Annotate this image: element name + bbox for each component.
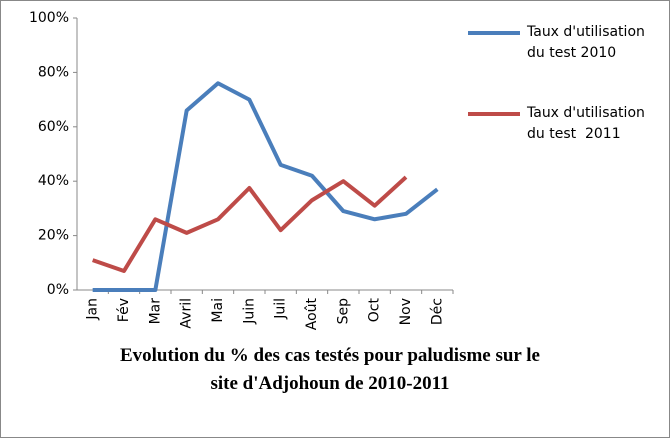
x-tick-label: Déc: [429, 298, 445, 325]
x-tick-label: Août: [304, 297, 320, 330]
legend-label: Taux d'utilisation du test 2010: [527, 24, 645, 61]
line-series: [92, 175, 408, 273]
y-tick-label: 80%: [38, 64, 69, 80]
y-tick-label: 20%: [38, 228, 69, 244]
x-tick-label: Sep: [335, 298, 351, 325]
legend-label: Taux d'utilisation du test 2011: [527, 105, 645, 142]
x-tick-label: Juin: [241, 298, 257, 325]
x-tick-label: Fév: [116, 298, 132, 322]
x-tick-label: Mai: [210, 298, 226, 323]
x-tick-label: Juil: [273, 298, 289, 320]
y-tick-label: 100%: [29, 10, 69, 26]
y-tick-label: 0%: [47, 282, 69, 298]
chart-title: Evolution du % des cas testés pour palud…: [119, 345, 540, 394]
x-tick-label: Avril: [179, 298, 195, 329]
line-series: [92, 81, 439, 292]
x-tick-label: Mar: [147, 298, 163, 325]
x-tick-label: Nov: [398, 298, 414, 325]
y-tick-label: 60%: [38, 119, 69, 135]
y-tick-label: 40%: [38, 173, 69, 189]
x-tick-label: Jan: [85, 298, 101, 321]
x-tick-label: Oct: [367, 298, 383, 323]
